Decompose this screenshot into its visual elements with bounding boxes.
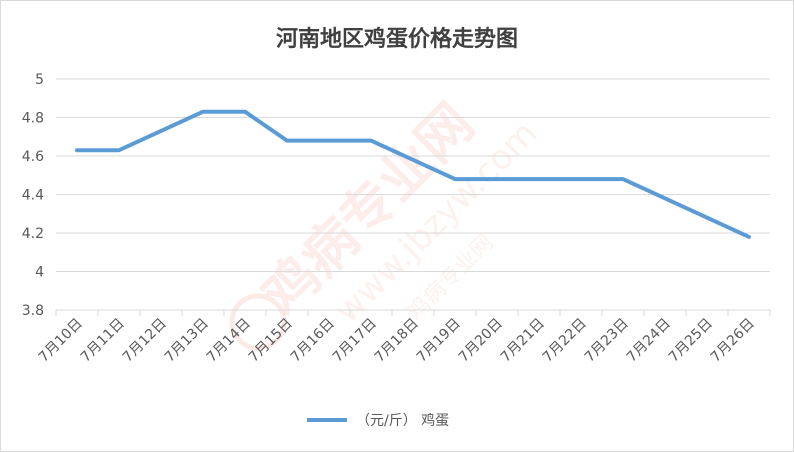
data-point [748, 236, 750, 238]
data-point [76, 149, 78, 151]
y-tick-label: 4.2 [22, 226, 44, 242]
y-tick-label: 4.8 [22, 111, 44, 127]
data-point [580, 178, 582, 180]
y-tick-label: 5 [35, 72, 44, 88]
grid [56, 78, 770, 272]
data-point [328, 140, 330, 142]
x-tick-label: 7月25日 [666, 316, 716, 366]
data-point [244, 111, 246, 113]
data-point [622, 178, 624, 180]
data-point [370, 140, 372, 142]
x-axis-ticks: 7月10日7月11日7月12日7月13日7月14日7月15日7月16日7月17日… [36, 316, 758, 366]
x-tick-label: 7月15日 [246, 316, 296, 366]
x-tick-label: 7月14日 [204, 316, 254, 366]
y-tick-label: 4.4 [22, 188, 44, 204]
x-tick-label: 7月22日 [540, 316, 590, 366]
legend-entry: （元/斤） 鸡蛋 [356, 412, 449, 429]
x-tick-label: 7月12日 [120, 316, 170, 366]
data-point [454, 178, 456, 180]
x-tick-label: 7月26日 [708, 316, 758, 366]
y-tick-label: 4.6 [22, 149, 44, 165]
chart-title: 河南地区鸡蛋价格走势图 [276, 26, 518, 52]
data-point [286, 140, 288, 142]
x-tick-label: 7月13日 [162, 316, 212, 366]
data-point [118, 149, 120, 151]
x-tick-label: 7月21日 [498, 316, 548, 366]
data-point [202, 111, 204, 113]
x-tick-label: 7月10日 [36, 316, 86, 366]
legend: （元/斤） 鸡蛋 [307, 412, 449, 429]
x-axis [55, 309, 771, 316]
x-tick-label: 7月18日 [372, 316, 422, 366]
x-tick-label: 7月11日 [78, 316, 128, 366]
x-tick-label: 7月24日 [624, 316, 674, 366]
data-point [538, 178, 540, 180]
x-tick-label: 7月20日 [456, 316, 506, 366]
y-axis-ticks: 3.8 4 4.2 4.4 4.6 4.8 5 [22, 72, 44, 319]
y-tick-label: 3.8 [22, 303, 44, 319]
y-tick-label: 4 [35, 265, 44, 281]
x-tick-label: 7月23日 [582, 316, 632, 366]
series-layer [75, 109, 751, 239]
data-point [496, 178, 498, 180]
